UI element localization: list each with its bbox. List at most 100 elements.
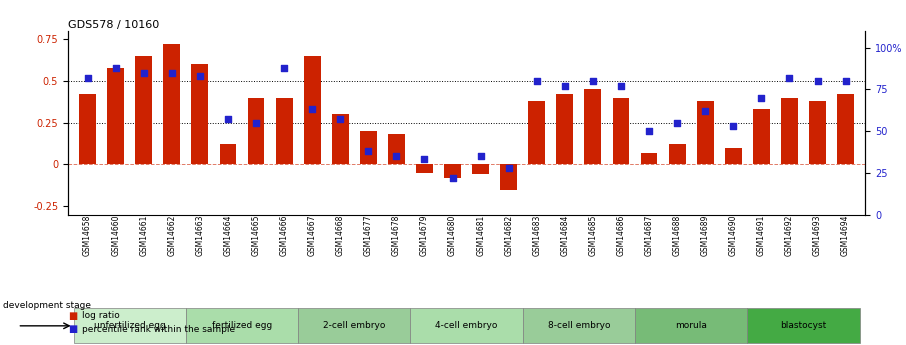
- Text: GSM14658: GSM14658: [83, 215, 92, 256]
- Bar: [304, 56, 321, 165]
- Point: [81, 75, 95, 80]
- Point: [810, 78, 824, 84]
- Text: GSM14680: GSM14680: [448, 215, 457, 256]
- Text: GSM14679: GSM14679: [420, 215, 429, 256]
- Bar: [275, 98, 293, 165]
- Bar: [500, 165, 517, 189]
- Bar: [669, 145, 686, 165]
- Text: GSM14668: GSM14668: [336, 215, 345, 256]
- Bar: [107, 68, 124, 165]
- Point: [838, 78, 853, 84]
- Text: GSM14691: GSM14691: [757, 215, 766, 256]
- Text: 8-cell embryo: 8-cell embryo: [547, 321, 610, 330]
- Text: GSM14681: GSM14681: [477, 215, 485, 256]
- Text: GSM14682: GSM14682: [505, 215, 513, 256]
- Bar: [809, 101, 826, 165]
- Point: [193, 73, 207, 79]
- Bar: [298, 308, 410, 343]
- Text: morula: morula: [675, 321, 707, 330]
- Bar: [635, 308, 747, 343]
- Text: GSM14662: GSM14662: [168, 215, 177, 256]
- Text: GSM14678: GSM14678: [392, 215, 401, 256]
- Bar: [247, 98, 265, 165]
- Bar: [725, 148, 742, 165]
- Point: [221, 117, 236, 122]
- Text: GSM14684: GSM14684: [560, 215, 569, 256]
- Text: fertilized egg: fertilized egg: [212, 321, 272, 330]
- Text: GSM14692: GSM14692: [785, 215, 794, 256]
- Text: percentile rank within the sample: percentile rank within the sample: [82, 325, 235, 334]
- Bar: [472, 165, 489, 175]
- Bar: [332, 115, 349, 165]
- Bar: [747, 308, 860, 343]
- Point: [698, 108, 712, 114]
- Bar: [781, 98, 798, 165]
- Text: 2-cell embryo: 2-cell embryo: [323, 321, 385, 330]
- Bar: [697, 101, 714, 165]
- Point: [529, 78, 544, 84]
- Text: log ratio: log ratio: [82, 311, 120, 320]
- Point: [305, 107, 320, 112]
- Text: blastocyst: blastocyst: [780, 321, 826, 330]
- Point: [473, 154, 487, 159]
- Text: GSM14666: GSM14666: [280, 215, 289, 256]
- Bar: [360, 131, 377, 165]
- Bar: [528, 101, 545, 165]
- Text: ■: ■: [68, 325, 77, 334]
- Text: GSM14689: GSM14689: [700, 215, 709, 256]
- Text: GSM14663: GSM14663: [196, 215, 205, 256]
- Text: GSM14661: GSM14661: [140, 215, 149, 256]
- Text: GSM14664: GSM14664: [224, 215, 233, 256]
- Text: GSM14667: GSM14667: [308, 215, 317, 256]
- Bar: [388, 135, 405, 165]
- Point: [585, 78, 600, 84]
- Text: GSM14686: GSM14686: [616, 215, 625, 256]
- Point: [137, 70, 151, 76]
- Bar: [556, 95, 573, 165]
- Point: [446, 175, 460, 180]
- Text: GSM14665: GSM14665: [252, 215, 261, 256]
- Bar: [191, 65, 208, 165]
- Text: GSM14685: GSM14685: [588, 215, 597, 256]
- Bar: [219, 145, 236, 165]
- Bar: [410, 308, 523, 343]
- Bar: [641, 153, 658, 165]
- Bar: [584, 89, 602, 165]
- Point: [361, 148, 376, 154]
- Text: 4-cell embryo: 4-cell embryo: [436, 321, 497, 330]
- Bar: [186, 308, 298, 343]
- Text: GSM14694: GSM14694: [841, 215, 850, 256]
- Text: GDS578 / 10160: GDS578 / 10160: [68, 20, 159, 30]
- Point: [165, 70, 179, 76]
- Point: [333, 117, 348, 122]
- Text: unfertilized egg: unfertilized egg: [94, 321, 166, 330]
- Text: GSM14660: GSM14660: [111, 215, 120, 256]
- Bar: [523, 308, 635, 343]
- Point: [782, 75, 796, 80]
- Bar: [753, 109, 770, 165]
- Bar: [612, 98, 630, 165]
- Point: [613, 83, 628, 89]
- Point: [726, 124, 740, 129]
- Point: [557, 83, 572, 89]
- Text: GSM14693: GSM14693: [813, 215, 822, 256]
- Text: GSM14690: GSM14690: [728, 215, 737, 256]
- Point: [670, 120, 684, 126]
- Bar: [135, 56, 152, 165]
- Text: GSM14688: GSM14688: [672, 215, 681, 256]
- Text: GSM14683: GSM14683: [532, 215, 541, 256]
- Bar: [79, 95, 96, 165]
- Point: [277, 65, 292, 70]
- Text: development stage: development stage: [3, 301, 91, 310]
- Bar: [73, 308, 186, 343]
- Bar: [837, 95, 854, 165]
- Bar: [444, 165, 461, 178]
- Point: [501, 165, 516, 170]
- Text: GSM14687: GSM14687: [644, 215, 653, 256]
- Text: GSM14677: GSM14677: [364, 215, 373, 256]
- Point: [109, 65, 123, 70]
- Point: [418, 157, 432, 162]
- Point: [390, 154, 404, 159]
- Bar: [416, 165, 433, 173]
- Point: [754, 95, 768, 100]
